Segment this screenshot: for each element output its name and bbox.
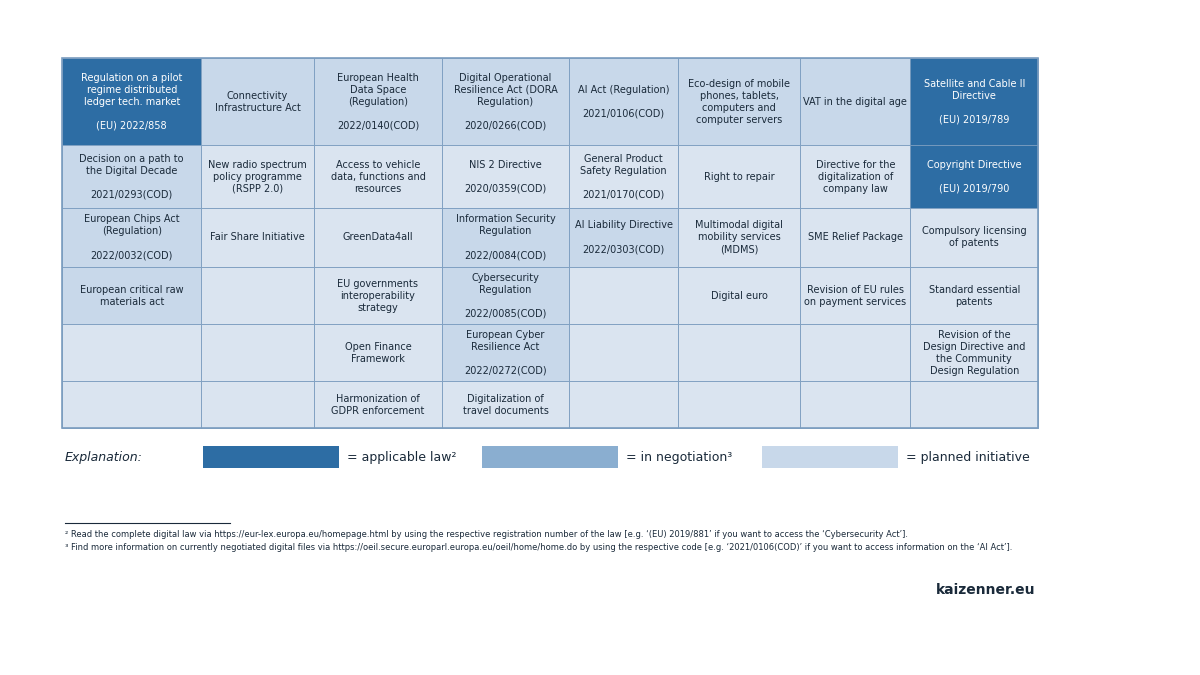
Bar	[911, 324, 1038, 381]
Bar	[911, 58, 1038, 145]
Bar	[202, 58, 313, 145]
Bar	[443, 58, 569, 145]
Bar	[762, 446, 898, 468]
Text: Digitalization of
travel documents: Digitalization of travel documents	[462, 394, 548, 416]
Bar	[62, 208, 202, 267]
Text: General Product
Safety Regulation

2021/0170(COD): General Product Safety Regulation 2021/0…	[581, 154, 667, 200]
Text: AI Liability Directive

2022/0303(COD): AI Liability Directive 2022/0303(COD)	[575, 221, 672, 254]
Bar	[569, 58, 678, 145]
Text: Digital euro: Digital euro	[710, 291, 768, 300]
Bar	[203, 446, 340, 468]
Bar	[443, 145, 569, 208]
Bar	[62, 145, 202, 208]
Text: NIS 2 Directive

2020/0359(COD): NIS 2 Directive 2020/0359(COD)	[464, 159, 547, 194]
Bar	[678, 267, 800, 324]
Text: Digital Operational
Resilience Act (DORA
Regulation)

2020/0266(COD): Digital Operational Resilience Act (DORA…	[454, 73, 557, 131]
Bar	[202, 381, 313, 428]
Bar	[313, 324, 443, 381]
Text: Harmonization of
GDPR enforcement: Harmonization of GDPR enforcement	[331, 394, 425, 416]
Bar	[482, 446, 618, 468]
Text: Right to repair: Right to repair	[704, 171, 774, 182]
Bar	[800, 58, 911, 145]
Text: Compulsory licensing
of patents: Compulsory licensing of patents	[922, 226, 1026, 248]
Bar	[911, 145, 1038, 208]
Bar	[202, 267, 313, 324]
Bar	[62, 58, 202, 145]
Bar	[800, 267, 911, 324]
Bar	[313, 145, 443, 208]
Text: Open Finance
Framework: Open Finance Framework	[344, 342, 412, 364]
Text: Access to vehicle
data, functions and
resources: Access to vehicle data, functions and re…	[330, 159, 426, 194]
Bar	[443, 267, 569, 324]
Bar	[202, 324, 313, 381]
Bar	[62, 58, 1038, 428]
Bar	[911, 208, 1038, 267]
Text: European Chips Act
(Regulation)

2022/0032(COD): European Chips Act (Regulation) 2022/003…	[84, 215, 180, 261]
Bar	[313, 58, 443, 145]
Bar	[313, 267, 443, 324]
Text: Information Security
Regulation

2022/0084(COD): Information Security Regulation 2022/008…	[456, 215, 556, 261]
Text: Regulation on a pilot
regime distributed
ledger tech. market

(EU) 2022/858: Regulation on a pilot regime distributed…	[82, 73, 182, 131]
Text: kaizenner.eu: kaizenner.eu	[936, 583, 1034, 597]
Bar	[443, 381, 569, 428]
Text: GreenData4all: GreenData4all	[343, 232, 413, 242]
Bar	[678, 381, 800, 428]
Bar	[202, 208, 313, 267]
Text: Cybersecurity
Regulation

2022/0085(COD): Cybersecurity Regulation 2022/0085(COD)	[464, 273, 547, 319]
Text: Satellite and Cable II
Directive

(EU) 2019/789: Satellite and Cable II Directive (EU) 20…	[924, 79, 1025, 125]
Text: Connectivity
Infrastructure Act: Connectivity Infrastructure Act	[215, 90, 300, 113]
Text: ² Read the complete digital law via https://eur-lex.europa.eu/homepage.html by u: ² Read the complete digital law via http…	[65, 530, 908, 539]
Bar	[800, 324, 911, 381]
Bar	[800, 381, 911, 428]
Bar	[800, 145, 911, 208]
Text: Decision on a path to
the Digital Decade

2021/0293(COD): Decision on a path to the Digital Decade…	[79, 154, 184, 200]
Text: Fair Share Initiative: Fair Share Initiative	[210, 232, 305, 242]
Bar	[569, 208, 678, 267]
Text: European Cyber
Resilience Act

2022/0272(COD): European Cyber Resilience Act 2022/0272(…	[464, 330, 547, 376]
Bar	[443, 208, 569, 267]
Text: VAT in the digital age: VAT in the digital age	[803, 97, 907, 107]
Text: New radio spectrum
policy programme
(RSPP 2.0): New radio spectrum policy programme (RSP…	[209, 159, 307, 194]
Bar	[443, 324, 569, 381]
Bar	[569, 324, 678, 381]
Bar	[569, 145, 678, 208]
Text: Revision of the
Design Directive and
the Community
Design Regulation: Revision of the Design Directive and the…	[923, 330, 1026, 376]
Text: Directive for the
digitalization of
company law: Directive for the digitalization of comp…	[816, 159, 895, 194]
Bar	[911, 381, 1038, 428]
Text: = planned initiative: = planned initiative	[906, 450, 1030, 464]
Text: = in negotiation³: = in negotiation³	[626, 450, 732, 464]
Text: Eco-design of mobile
phones, tablets,
computers and
computer servers: Eco-design of mobile phones, tablets, co…	[688, 79, 790, 125]
Text: AI Act (Regulation)

2021/0106(COD): AI Act (Regulation) 2021/0106(COD)	[577, 84, 670, 119]
Bar	[313, 208, 443, 267]
Text: SME Relief Package: SME Relief Package	[808, 232, 902, 242]
Bar	[678, 324, 800, 381]
Text: EU governments
interoperability
strategy: EU governments interoperability strategy	[337, 279, 419, 313]
Text: European critical raw
materials act: European critical raw materials act	[80, 285, 184, 306]
Text: Multimodal digital
mobility services
(MDMS): Multimodal digital mobility services (MD…	[695, 221, 784, 254]
Text: Explanation:: Explanation:	[65, 450, 143, 464]
Bar	[62, 381, 202, 428]
Text: Standard essential
patents: Standard essential patents	[929, 285, 1020, 306]
Bar	[62, 267, 202, 324]
Text: = applicable law²: = applicable law²	[347, 450, 456, 464]
Bar	[678, 145, 800, 208]
Bar	[911, 267, 1038, 324]
Bar	[62, 324, 202, 381]
Bar	[569, 381, 678, 428]
Bar	[569, 267, 678, 324]
Text: European Health
Data Space
(Regulation)

2022/0140(COD): European Health Data Space (Regulation) …	[337, 73, 419, 131]
Text: Revision of EU rules
on payment services: Revision of EU rules on payment services	[804, 285, 906, 306]
Text: ³ Find more information on currently negotiated digital files via https://oeil.s: ³ Find more information on currently neg…	[65, 543, 1013, 552]
Bar	[678, 58, 800, 145]
Bar	[678, 208, 800, 267]
Bar	[202, 145, 313, 208]
Bar	[800, 208, 911, 267]
Text: Copyright Directive

(EU) 2019/790: Copyright Directive (EU) 2019/790	[926, 159, 1021, 194]
Bar	[313, 381, 443, 428]
